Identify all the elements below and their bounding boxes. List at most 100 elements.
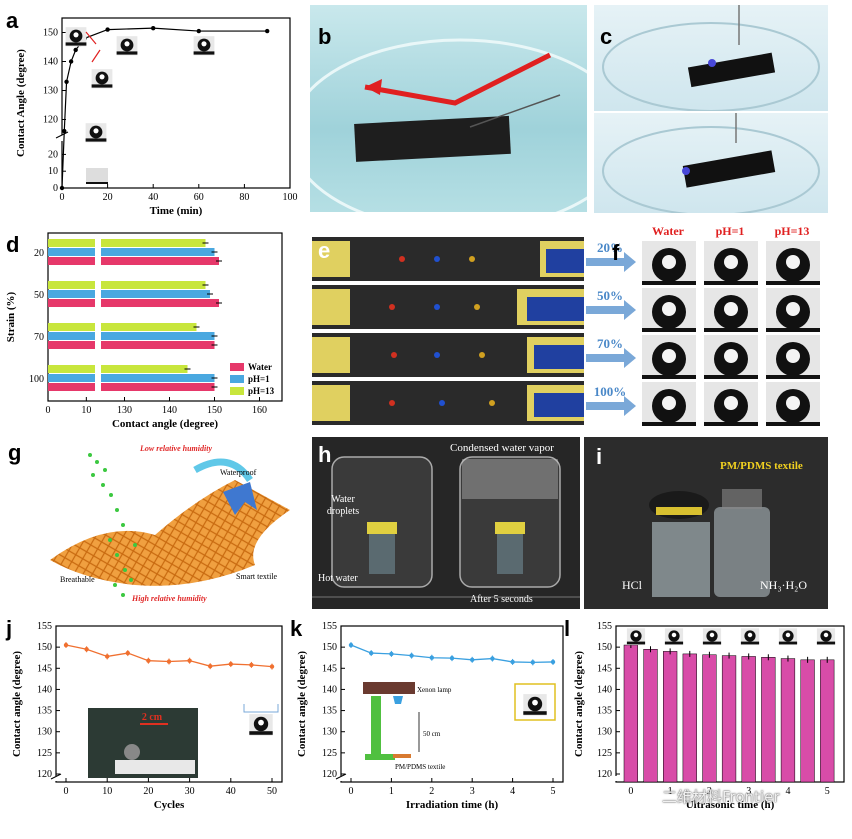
- label-b: b: [318, 24, 332, 49]
- h-droplets: Water droplets: [326, 494, 360, 517]
- x-tick-label-a: 100: [283, 192, 298, 203]
- x-tick-label-j: 30: [185, 786, 195, 797]
- photo-i: [584, 437, 828, 609]
- label-j: j: [6, 616, 13, 641]
- strip-photo: [312, 285, 584, 329]
- x-axis-label-j: Cycles: [154, 799, 185, 811]
- x-tick-label-d: 160: [252, 405, 267, 416]
- i-textile: PM/PDMS textile: [720, 460, 803, 472]
- x-tick-label-a: 20: [103, 192, 113, 203]
- droplet-icon-a1: [65, 27, 87, 47]
- x-tick-label-d: 10: [81, 405, 91, 416]
- strain-label: 50%: [597, 288, 623, 303]
- x-axis-label-a: Time (min): [150, 205, 203, 217]
- y-axis-label-l: Contact angle (degree): [573, 651, 585, 757]
- plot-frame-d: [47, 232, 283, 402]
- strain-arrow: [586, 252, 636, 272]
- droplet-highlight: [785, 632, 791, 638]
- data-point-a: [59, 185, 65, 191]
- substrate-f: [766, 375, 820, 379]
- bar-d: [48, 281, 206, 289]
- bar-d: [48, 323, 197, 331]
- data-point-k: [389, 651, 394, 657]
- y-tick-label-l: 145: [597, 663, 612, 674]
- x-tick-label-d: 140: [162, 405, 177, 416]
- droplet-highlight: [73, 32, 79, 38]
- bar-d: [48, 299, 219, 307]
- column-header-f: pH=13: [775, 225, 810, 238]
- column-header-f: pH=1: [716, 225, 745, 238]
- data-point-a: [73, 47, 78, 53]
- data-point-j: [208, 663, 213, 669]
- substrate-f: [704, 281, 758, 285]
- strip-photo: [312, 381, 584, 425]
- substrate-f: [704, 422, 758, 426]
- droplet-highlight-f: [662, 396, 676, 410]
- chart-a: 0 20 40 60 80 100 120 130 140 150 0 10 20 Time (min) C…: [15, 17, 298, 217]
- y-tick-label-j: 155: [37, 621, 52, 632]
- i-hcl: HCl: [622, 578, 643, 592]
- label-i: i: [596, 444, 603, 469]
- y-tick-label-l: 150: [597, 642, 612, 653]
- category-label-d: 100: [29, 374, 44, 385]
- legend-label-d: Water: [248, 362, 272, 372]
- y-tick-label-j: 130: [37, 727, 52, 738]
- x-tick-label-d: 0: [46, 405, 51, 416]
- x-tick-label-d: 150: [207, 405, 222, 416]
- chart-l: 120 125 130 135 140 145 150 155 0 1 2 3 4 5 Ultrasonic…: [573, 621, 845, 811]
- column-header-f: Water: [652, 225, 685, 238]
- legend-swatch-d: [230, 387, 244, 395]
- panel-j: 0 10 20 30 40 50 120 125 130 135 140 145 150 155 Cycle…: [0, 612, 290, 834]
- sample-k: [393, 754, 411, 758]
- lamp-bulb-k: [393, 696, 403, 704]
- y-tick-label-l: 140: [597, 684, 612, 695]
- droplet-highlight: [532, 699, 538, 706]
- legend-label-d: pH=13: [248, 386, 275, 396]
- x-tick-label-j: 40: [226, 786, 236, 797]
- g-high-humidity: High relative humidity: [132, 594, 207, 603]
- y-tick-label-a: 140: [43, 57, 58, 68]
- y-tick-label-j: 140: [37, 684, 52, 695]
- i-nh3: NH₃·H₂O: [760, 578, 808, 592]
- data-point-k: [348, 642, 354, 648]
- label-l: l: [564, 616, 571, 641]
- droplet-highlight: [99, 74, 105, 80]
- data-point-j: [146, 658, 151, 663]
- droplet-substrate: [664, 641, 684, 645]
- x-tick-label-l: 2: [707, 786, 712, 797]
- droplet-highlight-f: [786, 255, 800, 269]
- bar-l: [761, 657, 776, 783]
- y-tick-label-k: 150: [322, 642, 337, 653]
- data-point-k: [429, 655, 434, 660]
- x-tick-label-l: 4: [785, 786, 790, 797]
- data-point-k: [490, 656, 495, 661]
- data-point-a: [265, 28, 270, 34]
- droplet-substrate: [193, 51, 215, 55]
- y-tick-label-a: 120: [43, 115, 58, 126]
- droplet-highlight-f: [662, 255, 676, 269]
- axis-break-j: [50, 776, 62, 781]
- data-point-j: [125, 650, 130, 656]
- label-e: e: [318, 238, 331, 263]
- y-tick-label-a: 150: [43, 28, 58, 39]
- data-point-k: [470, 657, 475, 663]
- droplet-highlight: [671, 632, 677, 638]
- plot-frame-a: [61, 17, 291, 189]
- inset-image-a: [86, 168, 108, 184]
- g-waterproof: Waterproof: [220, 468, 257, 477]
- axis-break-k: [335, 776, 347, 781]
- x-tick-label-l: 1: [668, 786, 673, 797]
- label-f: f: [612, 240, 620, 265]
- photo-c-bottom: [594, 113, 828, 213]
- droplet-highlight-f: [724, 255, 738, 269]
- panel-d: 20 50 70 100 0 10 130 140 150 160 Contact angle (d…: [0, 225, 300, 435]
- data-point-k: [369, 650, 374, 656]
- substrate-f: [766, 328, 820, 332]
- data-point-a: [196, 28, 201, 34]
- axis-break-mark-j: [50, 773, 62, 780]
- droplet-highlight: [747, 632, 753, 638]
- y-axis-label-k: Contact angle (degree): [296, 651, 308, 757]
- x-tick-label-a: 0: [60, 192, 65, 203]
- droplet-highlight: [823, 632, 829, 638]
- inset-ruler-j: [115, 760, 195, 774]
